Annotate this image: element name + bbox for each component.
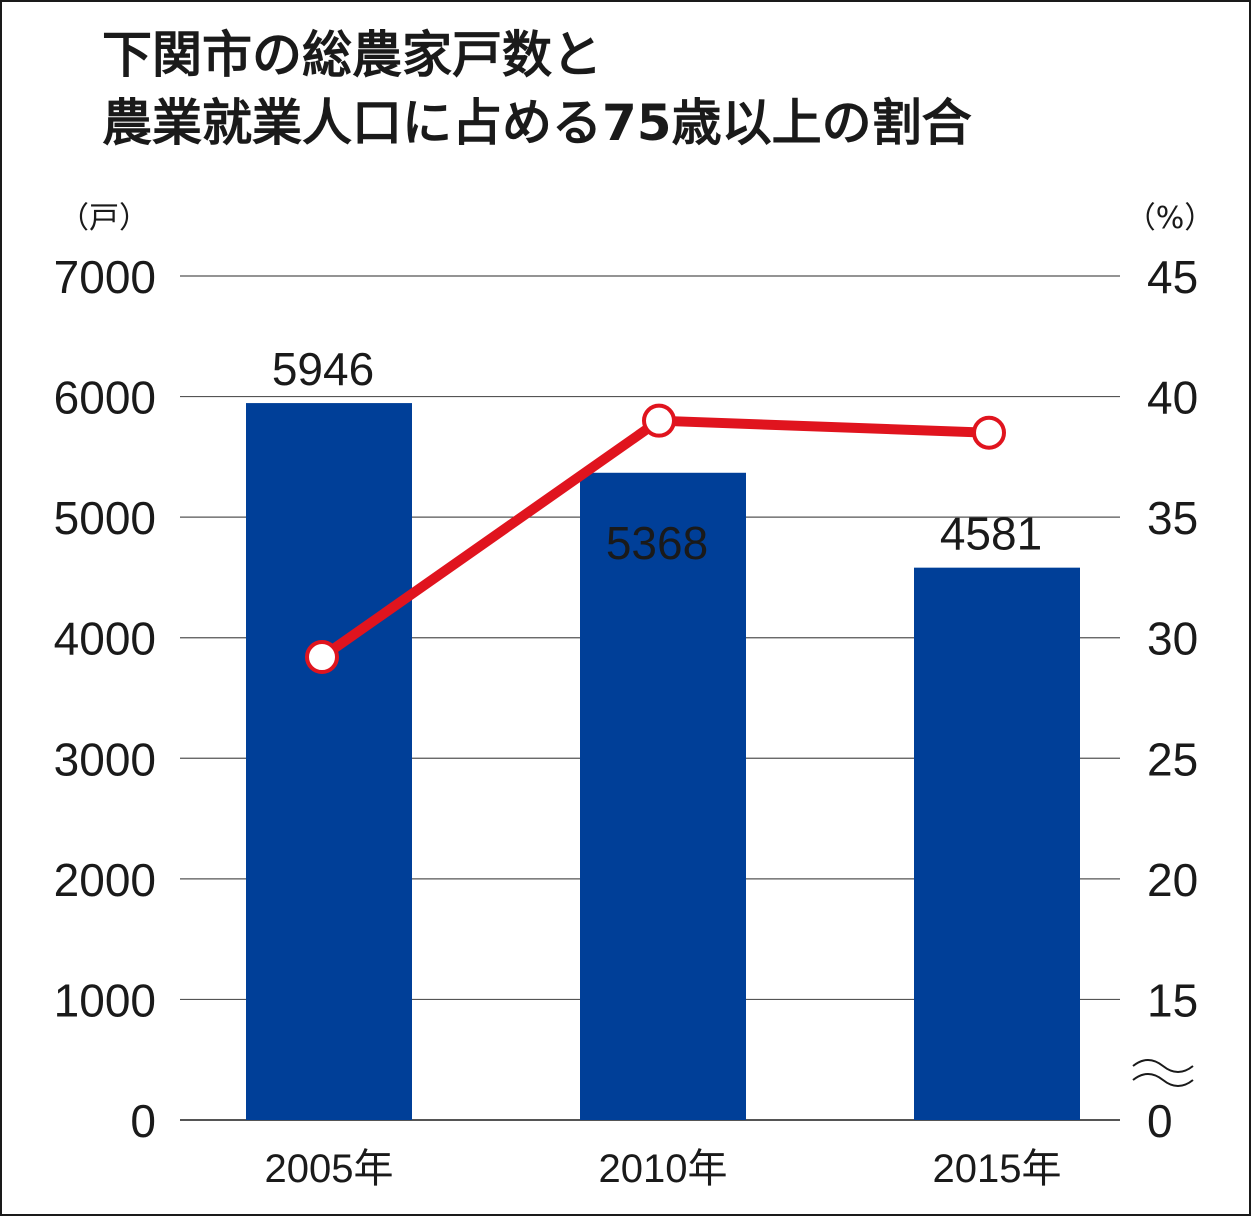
axis-break-icon [1132,1059,1194,1087]
bar-data-label: 4581 [940,508,1042,560]
y-right-tick-label: 45 [1147,251,1198,303]
line-series [305,403,1006,675]
y-left-tick-label: 5000 [54,492,156,544]
bar-data-label: 5946 [272,343,374,395]
axis-break-stroke [1132,1059,1194,1073]
y-left-tick-label: 3000 [54,733,156,785]
y-right-tick-label: 40 [1147,372,1198,424]
y-right-tick-label: 0 [1147,1095,1173,1147]
x-category-label: 2005年 [265,1147,394,1191]
x-category-label: 2010年 [599,1147,728,1191]
bar-data-label: 5368 [606,517,708,569]
y-right-tick-label: 30 [1147,613,1198,665]
bars [246,403,1080,1120]
chart-title-line-1: 下関市の総農家戸数と [102,26,602,84]
y-left-tick-label: 2000 [54,854,156,906]
bar-2005年 [246,403,412,1120]
y-right-tick-label: 20 [1147,854,1198,906]
labels: 0 1000 2000 3000 4000 5000 6000 7000 0 15 20 25 30 35… [54,201,1215,1191]
y-left-tick-label: 7000 [54,251,156,303]
y-right-tick-label: 35 [1147,492,1198,544]
y-left-tick-label: 6000 [54,372,156,424]
chart-title-line-2: 農業就業人口に占める75歳以上の割合 [102,94,972,152]
x-category-label: 2015年 [933,1147,1062,1191]
y-left-tick-label: 0 [130,1095,156,1147]
y-right-tick-label: 25 [1147,733,1198,785]
line-point-2015年 [972,415,1006,450]
y-right-tick-label: 15 [1147,974,1198,1026]
y-left-tick-label: 4000 [54,613,156,665]
y-left-tick-label: 1000 [54,974,156,1026]
y-right-unit-label: （%） [1126,201,1215,236]
bar-2015年 [914,567,1080,1120]
line-point-2010年 [642,403,676,438]
axis-break-stroke [1132,1073,1194,1087]
y-left-unit-label: （戸） [59,201,149,236]
line-point-2005年 [305,640,339,675]
bar-2010年 [580,472,746,1120]
